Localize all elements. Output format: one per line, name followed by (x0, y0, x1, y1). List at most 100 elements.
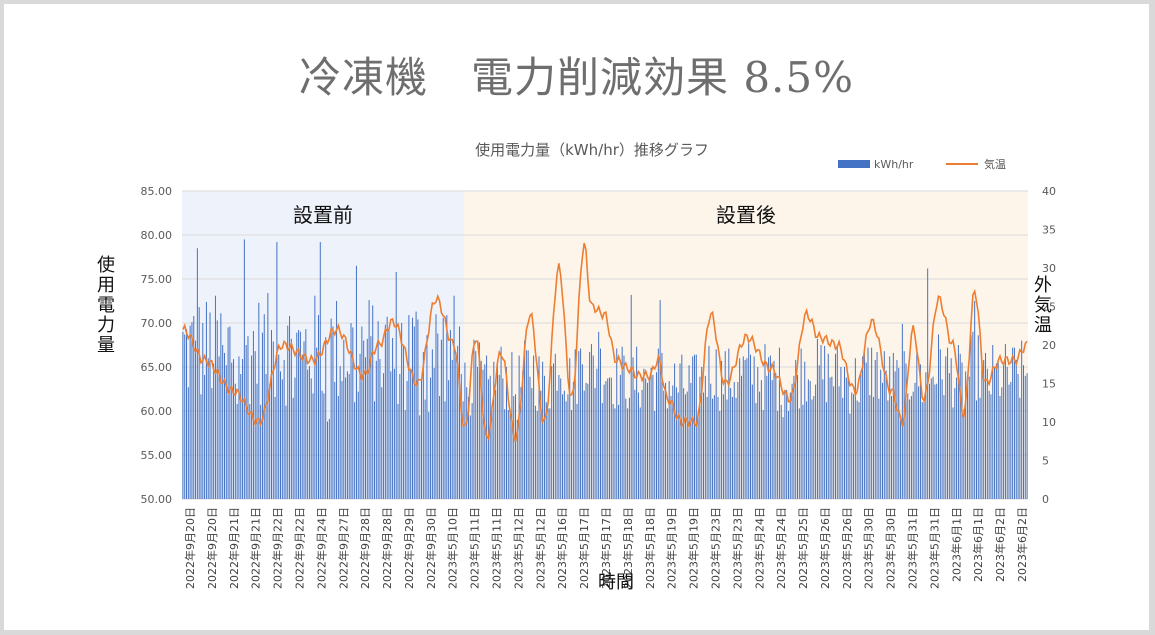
bar-267 (665, 382, 667, 499)
bar-362 (836, 345, 838, 499)
bar-287 (701, 367, 703, 499)
x-tick-28: 2023年5月25日 (796, 507, 810, 589)
bar-419 (939, 349, 941, 499)
bar-117 (393, 368, 395, 499)
bar-75 (317, 315, 319, 499)
bar-183 (513, 396, 515, 499)
y-tick-6: 80.00 (141, 229, 173, 242)
bar-325 (769, 355, 771, 499)
bar-31 (238, 356, 240, 499)
bar-262 (656, 372, 658, 499)
bar-62 (294, 377, 296, 499)
bar-55 (281, 379, 283, 499)
bar-111 (383, 373, 385, 499)
bar-81 (328, 418, 330, 499)
bar-77 (321, 390, 323, 499)
bar-349 (813, 396, 815, 499)
bar-332 (782, 417, 784, 499)
bar-242 (619, 374, 621, 499)
bar-219 (578, 351, 580, 499)
bar-291 (708, 345, 710, 499)
bar-436 (970, 335, 972, 499)
bar-451 (997, 360, 999, 499)
bar-137 (430, 377, 432, 499)
x-tick-34: 2023年5月31日 (927, 507, 941, 589)
bar-120 (399, 374, 401, 499)
bar-49 (270, 330, 272, 499)
bar-16 (211, 388, 213, 499)
bar-458 (1010, 381, 1012, 499)
bar-112 (384, 324, 386, 499)
bar-41 (256, 383, 258, 499)
bar-132 (421, 378, 423, 499)
bar-69 (307, 369, 309, 499)
bar-166 (482, 369, 484, 499)
bar-9 (198, 307, 200, 499)
gridlines (182, 190, 1028, 500)
bar-139 (433, 367, 435, 499)
bar-184 (515, 394, 517, 499)
bar-95 (354, 402, 356, 499)
bar-389 (885, 370, 887, 499)
right-axis: 0 5 10 15 20 25 30 35 40 (1042, 185, 1056, 506)
bar-129 (415, 311, 417, 499)
x-tick-17: 2023年5月16日 (555, 507, 569, 589)
x-tick-19: 2023年5月17日 (599, 507, 613, 589)
bar-61 (292, 397, 294, 499)
bar-65 (299, 331, 301, 499)
bar-418 (938, 334, 940, 499)
bar-2 (186, 329, 188, 499)
bar-30 (236, 403, 238, 499)
x-tick-25: 2023年5月23日 (730, 507, 744, 589)
x-tick-1: 2022年9月20日 (205, 507, 219, 589)
bar-76 (319, 242, 321, 500)
bar-255 (643, 368, 645, 499)
bar-116 (392, 337, 394, 499)
bar-335 (787, 411, 789, 499)
bar-316 (753, 356, 755, 499)
bar-430 (959, 353, 961, 499)
bar-294 (713, 395, 715, 499)
bar-374 (858, 402, 860, 499)
bar-series (182, 239, 1028, 500)
bar-402 (909, 399, 911, 499)
bar-161 (473, 339, 475, 499)
bar-199 (542, 361, 544, 499)
bar-178 (504, 409, 506, 499)
bar-156 (464, 362, 466, 499)
bar-153 (458, 326, 460, 499)
bar-232 (601, 403, 603, 499)
bar-330 (778, 347, 780, 499)
bar-145 (444, 401, 446, 499)
bar-36 (247, 336, 249, 499)
bar-102 (366, 338, 368, 499)
bar-225 (589, 352, 591, 499)
bar-100 (363, 340, 365, 499)
bar-268 (666, 408, 668, 499)
bar-172 (493, 361, 495, 499)
bar-0 (182, 331, 184, 499)
bar-43 (260, 404, 262, 499)
bar-58 (287, 325, 289, 499)
bar-14 (207, 358, 209, 499)
bar-383 (874, 359, 876, 499)
bar-327 (773, 360, 775, 499)
bar-346 (807, 379, 809, 499)
bar-243 (621, 346, 623, 499)
bar-390 (887, 400, 889, 499)
bar-298 (721, 360, 723, 499)
bar-106 (374, 401, 376, 499)
bar-264 (659, 300, 661, 499)
x-tick-6: 2022年9月24日 (314, 507, 328, 589)
bar-461 (1015, 359, 1017, 499)
bar-159 (469, 415, 471, 499)
bar-452 (999, 396, 1001, 499)
bar-442 (981, 365, 983, 499)
x-tick-13: 2023年5月11日 (468, 507, 482, 589)
bar-337 (791, 383, 793, 499)
bar-48 (269, 384, 271, 499)
y2-tick-0: 0 (1042, 493, 1049, 506)
x-axis: 2022年9月20日 2022年9月20日 2022年9月21日 2022年9月21日… (183, 507, 1029, 589)
bar-378 (865, 362, 867, 499)
bar-369 (849, 413, 851, 499)
